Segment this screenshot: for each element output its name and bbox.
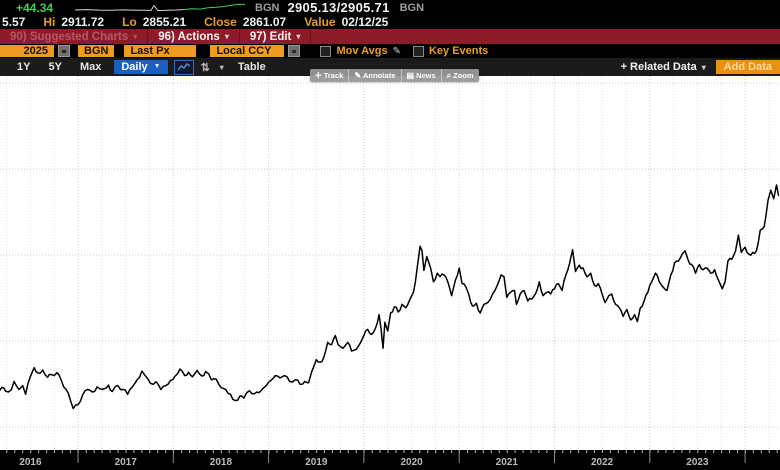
add-data-button[interactable]: Add Data	[715, 60, 780, 74]
chart-hover-toolbar: ✛ Track ✎ Annotate ▤ News ⌕ Zoom	[310, 69, 479, 82]
lo-value: 2855.21	[142, 14, 187, 29]
table-button[interactable]: Table	[237, 61, 266, 73]
source-label-bid: BGN	[255, 1, 280, 14]
crosshair-icon: ✛	[315, 71, 322, 80]
currency-dropdown-icon[interactable]	[288, 45, 301, 57]
magnifier-icon: ⌕	[446, 70, 452, 80]
key-events-label: Key Events	[428, 45, 489, 57]
chevron-down-icon: ▾	[701, 62, 706, 72]
track-button[interactable]: ✛ Track	[310, 69, 350, 82]
pencil-icon: ✎	[354, 71, 362, 80]
close-label: Close	[204, 14, 237, 29]
menu-actions[interactable]: 96) Actions ▾	[148, 29, 240, 44]
x-axis-year-label: 2017	[114, 457, 137, 468]
chevron-down-icon: ▾	[133, 32, 138, 41]
source-field[interactable]: BGN	[78, 45, 115, 57]
line-chart-type-icon[interactable]	[173, 59, 194, 75]
related-data-button[interactable]: + Related Data ▾	[620, 61, 706, 73]
x-axis-year-label: 2023	[686, 457, 709, 468]
x-axis-year-label: 2019	[305, 457, 328, 468]
x-axis-year-label: 2016	[19, 457, 42, 468]
menu-edit[interactable]: 97) Edit ▾	[240, 29, 312, 44]
news-icon: ▤	[406, 71, 415, 80]
close-value: 2861.07	[242, 14, 287, 29]
calendar-picker-icon[interactable]	[58, 45, 70, 57]
chart-plot-area[interactable]	[0, 76, 780, 450]
chevron-down-icon: ▼	[153, 63, 161, 70]
currency-field[interactable]: Local CCY	[210, 45, 285, 57]
range-max-button[interactable]: Max	[79, 61, 102, 73]
chevron-down-icon: ▾	[296, 32, 301, 41]
compare-arrows-icon[interactable]: ⇅	[200, 61, 210, 74]
pencil-icon[interactable]: ✎	[392, 45, 401, 57]
price-type-field[interactable]: Last Px	[124, 45, 197, 57]
price-chart-svg	[0, 76, 780, 450]
news-button[interactable]: ▤ News	[402, 69, 442, 82]
range-1y-button[interactable]: 1Y	[17, 61, 31, 73]
x-axis-year-label: 2022	[590, 457, 614, 468]
x-axis-year-label: 2021	[495, 457, 518, 468]
value-label: Value	[304, 14, 336, 29]
lo-label: Lo	[122, 14, 137, 29]
menu-suggested-charts[interactable]: 90) Suggested Charts ▾	[0, 29, 149, 44]
x-axis-year-label: 2018	[209, 457, 233, 468]
intraday-sparkline	[75, 3, 246, 11]
hi-label: Hi	[43, 14, 56, 29]
zoom-button[interactable]: ⌕ Zoom	[446, 70, 474, 81]
range-toolbar: 1Y 5Y Max Daily ▼ ⇅ ▾ Table + Related Dat…	[0, 58, 780, 76]
x-axis-ticks	[6, 450, 778, 463]
menu-bar: 90) Suggested Charts ▾ 96) Actions ▾ 97) E…	[0, 29, 780, 44]
mov-avgs-label: Mov Avgs	[336, 45, 388, 57]
fields-bar: 2025 BGN Last Px Local CCY Mov Avgs ✎ Ke…	[0, 44, 780, 58]
hi-value: 2911.72	[61, 14, 105, 29]
quote-row-1: +44.34 BGN 2905.13/2905.71 BGN	[0, 0, 780, 15]
x-axis-year-label: 2020	[400, 457, 423, 468]
frequency-dropdown[interactable]: Daily ▼	[114, 60, 168, 74]
value-date: 02/12/25	[341, 14, 389, 29]
x-axis-band: 2016 2017 2018 2019 2020 2021 2022 2023	[0, 450, 780, 470]
chevron-down-icon: ▾	[224, 32, 229, 41]
annotate-button[interactable]: ✎ Annotate	[349, 69, 402, 82]
mov-avgs-checkbox[interactable]	[320, 45, 332, 57]
date-field[interactable]: 2025	[0, 45, 54, 57]
range-5y-button[interactable]: 5Y	[48, 61, 62, 73]
chart-options-chevron-icon[interactable]: ▾	[219, 62, 224, 72]
key-events-checkbox[interactable]	[412, 45, 424, 57]
last-price-partial: 5.57	[2, 14, 26, 29]
source-label-ask: BGN	[399, 1, 425, 14]
quote-row-2: 5.57 Hi 2911.72 Lo 2855.21 Close 2861.07…	[0, 14, 780, 29]
price-change: +44.34	[16, 0, 54, 15]
bid-ask-price: 2905.13/2905.71	[287, 0, 390, 15]
